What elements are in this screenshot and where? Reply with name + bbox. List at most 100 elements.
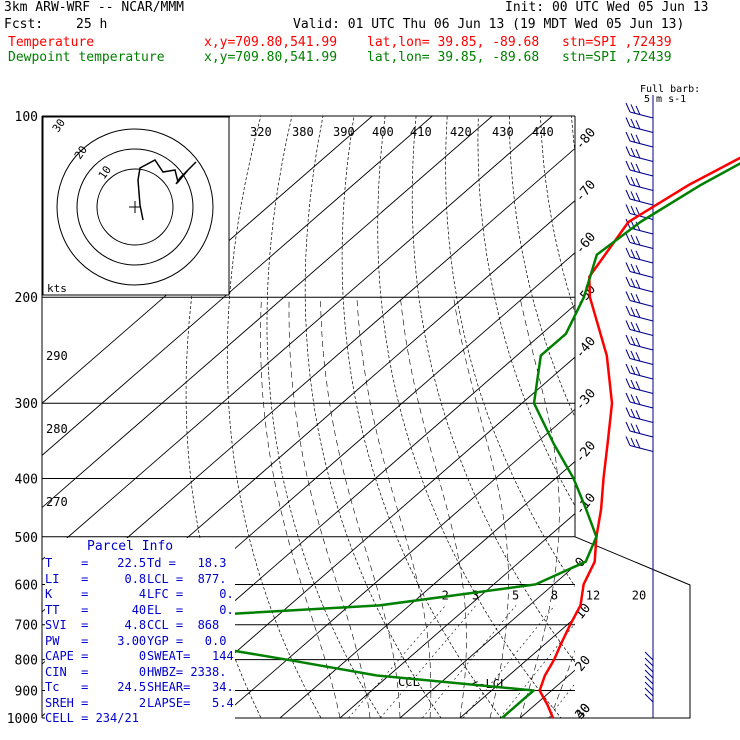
- parcel-info-row: LI = 0.8LCL = 877.: [45, 572, 235, 588]
- theta-label: 440: [532, 125, 554, 139]
- fcst-label: Fcst:: [4, 17, 44, 32]
- isotherm-label: 20: [573, 653, 595, 675]
- wind-barb: [629, 271, 654, 278]
- isobar-label: 400: [15, 472, 38, 487]
- isobar-label: 100: [15, 110, 38, 125]
- wind-barb-flag: [635, 439, 641, 449]
- isotherm-label: -30: [573, 386, 600, 414]
- mixing-ratio-label: 8: [551, 588, 558, 602]
- parcel-info-left: SREH = 2: [45, 695, 147, 710]
- dry-adiabat: [185, 116, 262, 718]
- dry-adiabat: [540, 116, 575, 314]
- wind-barb-flag: [625, 146, 631, 156]
- wind-barb-flag: [625, 204, 631, 214]
- parcel-info-left: SVI = 4.8: [45, 618, 147, 632]
- mixing-ratio-line: [462, 605, 556, 718]
- hodograph-frame: [42, 116, 230, 296]
- wind-barb-flag: [630, 191, 636, 201]
- parcel-info-row: CIN = 0HWBZ= 2338.: [45, 665, 235, 681]
- wind-barb-flag: [630, 162, 636, 172]
- wind-barb-low: [644, 675, 654, 685]
- isotherm-line: [42, 116, 493, 509]
- wind-barb-flag: [635, 163, 641, 174]
- fcst-value: 25 h: [76, 17, 108, 32]
- wind-barb-flag: [625, 175, 631, 185]
- parcel-info-left: K = 4: [45, 587, 147, 601]
- parcel-info-left: PW = 3.00: [45, 633, 147, 648]
- parcel-info-left: T = 22.5: [45, 556, 147, 570]
- temperature-label: Temperature: [8, 35, 95, 50]
- moist-adiabat: [356, 297, 432, 718]
- moist-adiabat: [610, 297, 740, 718]
- wind-barb: [629, 169, 654, 177]
- wind-barb-flag: [635, 395, 641, 406]
- dry-adiabat: [411, 116, 575, 663]
- theta-label-lower: 290: [46, 349, 68, 363]
- moist-adiabat: [400, 297, 467, 718]
- wind-barb-low: [644, 669, 654, 679]
- lower-right-frame: [574, 536, 691, 719]
- wind-barb-flag: [630, 147, 636, 158]
- parcel-info-row: Tc = 24.5SHEAR= 34.: [45, 680, 235, 696]
- hodograph-ring: [56, 128, 214, 286]
- parcel-info-rows: T = 22.5Td = 18.3 LI = 0.8LCL = 877. K = 4…: [45, 556, 235, 727]
- parcel-info-row: SVI = 4.8CCL = 868: [45, 618, 235, 634]
- theta-label: 390: [333, 125, 355, 139]
- wind-barb-flag: [630, 365, 636, 375]
- isotherm-label: -10: [573, 491, 600, 519]
- isotherm-line: [339, 513, 575, 718]
- parcel-info-left: CAPE = 0: [45, 649, 147, 663]
- wind-barb: [629, 155, 654, 162]
- mixing-ratio-label: 3: [472, 588, 479, 602]
- wind-barb-flag: [625, 233, 631, 243]
- isotherm-line: [279, 460, 575, 718]
- wind-barb-flag: [625, 247, 631, 258]
- theta-label: 380: [292, 125, 314, 139]
- parcel-info-row: TT = 40EL = 0.: [45, 603, 235, 619]
- model-title: 3km ARW-WRF -- NCAR/MMM: [4, 0, 185, 15]
- temperature-latlon: lat,lon= 39.85, -89.68: [367, 35, 540, 50]
- hodograph-units: kts: [47, 282, 67, 295]
- wind-barb-flag: [635, 366, 641, 377]
- wind-barb-flag: [625, 102, 631, 113]
- isotherm-label: -20: [573, 438, 600, 466]
- dry-adiabat: [341, 116, 502, 718]
- isobar-label: 300: [15, 397, 38, 412]
- isotherm-label: -60: [573, 230, 600, 258]
- mixing-ratio-label: 20: [632, 588, 646, 602]
- skewt-grid: [41, 115, 740, 719]
- wind-barb-flag: [635, 265, 641, 275]
- parcel-info-right: LFC = 0.: [147, 587, 234, 601]
- full-barb-units: 5 m s-1: [644, 94, 687, 105]
- wind-barb: [629, 227, 654, 235]
- mixing-ratio-label: 5: [512, 588, 519, 602]
- valid-time: Valid: 01 UTC Thu 06 Jun 13 (19 MDT Wed …: [293, 17, 685, 32]
- wind-barb-flag: [630, 379, 636, 390]
- dry-adiabat: [377, 116, 562, 718]
- wind-barb: [629, 372, 654, 380]
- wind-barb-flag: [625, 262, 631, 272]
- wind-barb-flag: [635, 352, 641, 362]
- wind-barb-flag: [635, 294, 641, 304]
- moist-adiabat: [549, 649, 575, 718]
- wind-barb-flag: [630, 292, 636, 303]
- parcel-info-row: PW = 3.00YGP = 0.0: [45, 634, 235, 650]
- wind-barb-flag: [635, 337, 641, 348]
- wind-barb-flag: [630, 118, 636, 129]
- wind-barb-flag: [630, 336, 636, 346]
- wind-barb-flag: [625, 160, 631, 171]
- isotherm-line: [399, 565, 575, 718]
- hodograph-ring-label: 10: [96, 163, 114, 181]
- parcel-info-row: CELL = 234/21: [45, 711, 235, 727]
- parcel-info-right: YGP = 0.0: [147, 633, 227, 648]
- wind-barb-flag: [630, 234, 636, 245]
- isobar-label: 900: [15, 684, 38, 699]
- isobar-label: 700: [15, 619, 38, 634]
- wind-barb-flag: [625, 131, 631, 142]
- wind-barb: [629, 430, 654, 438]
- wind-barb-flag: [625, 436, 631, 446]
- wind-barb-flag: [625, 392, 631, 403]
- theta-label: 430: [492, 125, 514, 139]
- wind-barb-flag: [625, 291, 631, 301]
- wind-barb-low: [644, 687, 654, 697]
